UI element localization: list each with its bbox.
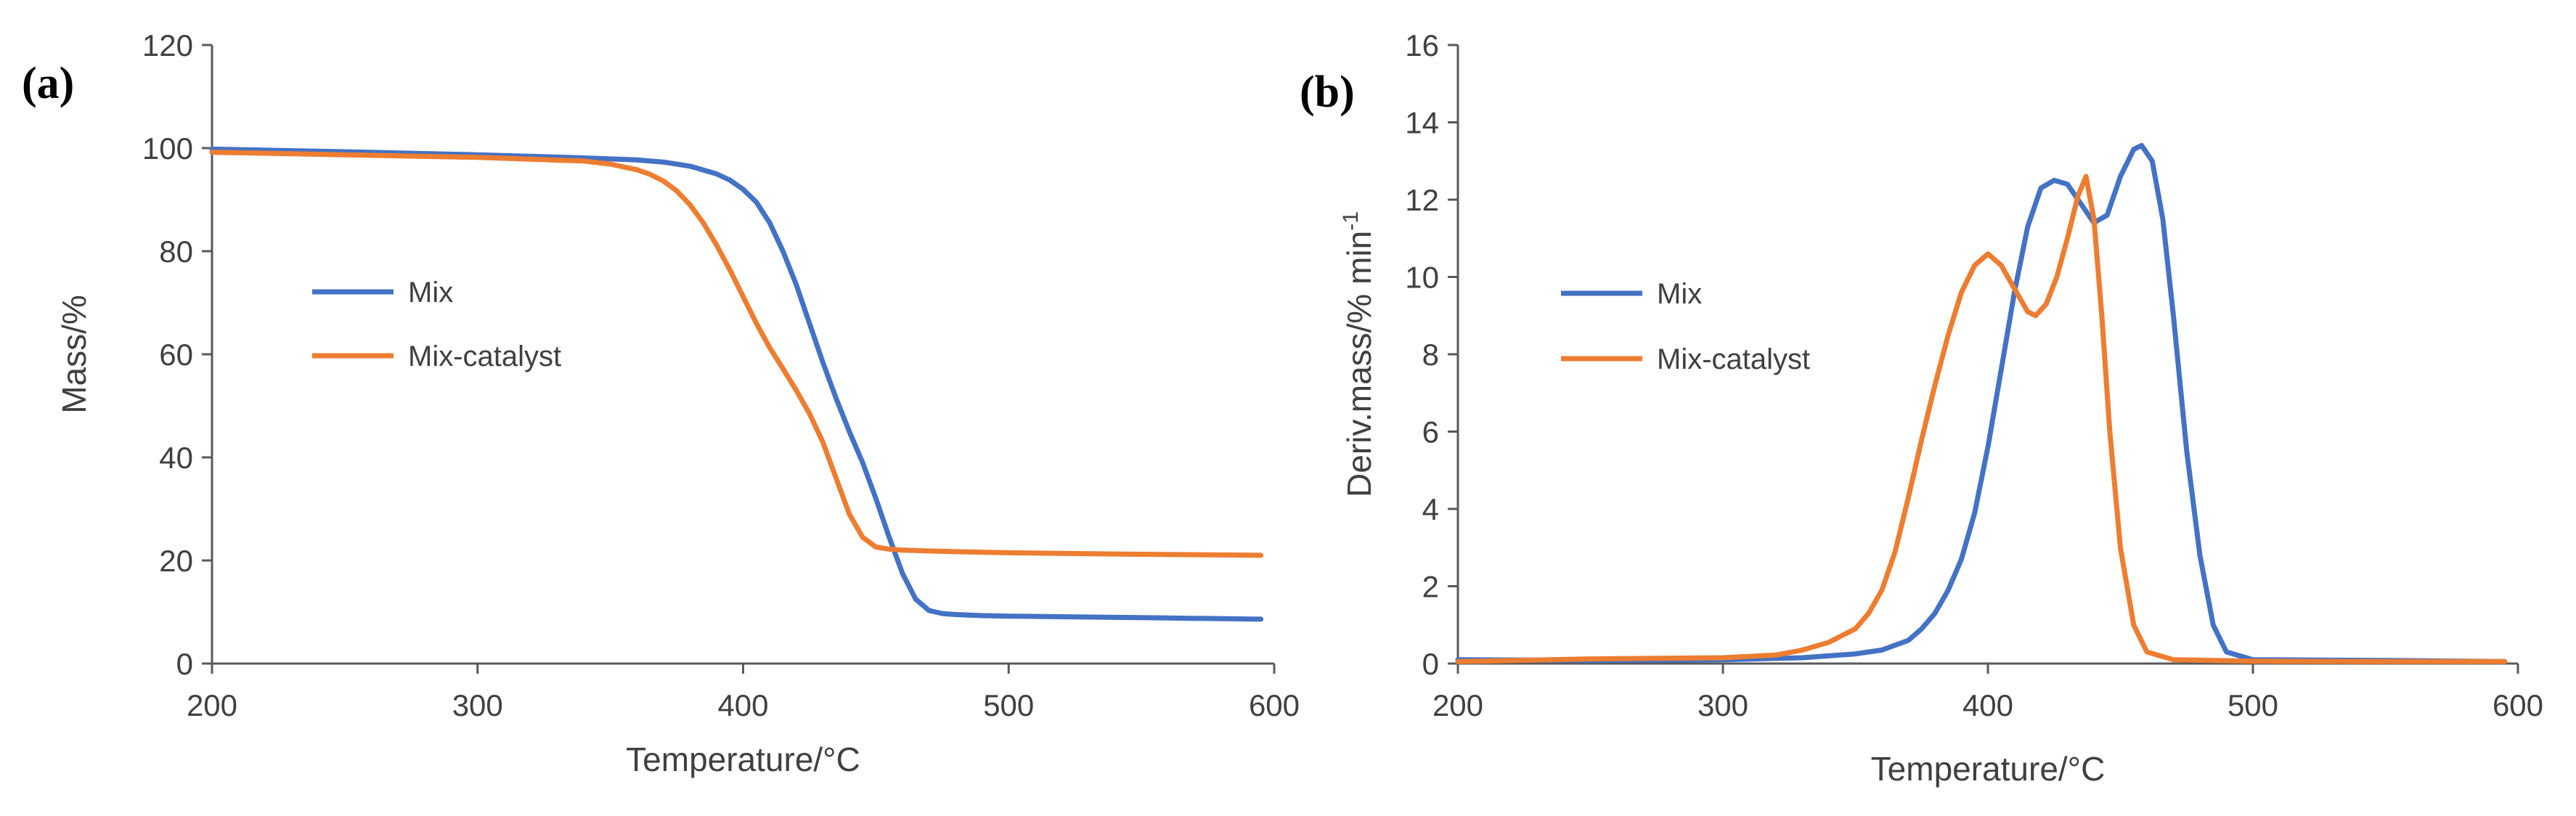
y-tick-label: 20 [159, 544, 193, 578]
y-tick-label: 0 [1422, 647, 1439, 681]
x-tick-label: 200 [187, 688, 237, 722]
y-tick-label: 6 [1422, 415, 1439, 449]
legend-label: Mix-catalyst [408, 340, 561, 372]
x-tick-label: 400 [1962, 688, 2013, 722]
panel-label: (b) [1300, 68, 1355, 117]
y-tick-label: 80 [159, 234, 193, 269]
legend-label: Mix-catalyst [1657, 343, 1810, 375]
y-axis-label-text: Deriv.mass/% min [1340, 231, 1378, 497]
x-axis-label: Temperature/°C [626, 740, 860, 778]
x-tick-label: 400 [717, 688, 768, 722]
panel-label: (a) [22, 59, 74, 108]
y-tick-label: 40 [159, 441, 193, 475]
x-tick-label: 200 [1432, 688, 1483, 722]
y-axis-label: Deriv.mass/% min-1 [1339, 211, 1378, 497]
y-tick-label: 12 [1405, 183, 1439, 217]
legend-label: Mix [408, 277, 453, 309]
series-line-mix [209, 146, 1264, 622]
series-line-mix-catalyst [1455, 174, 2508, 664]
chart-a: 0 20 40 60 80 100 120 200 300 400 500 600 Mix Mix-cat… [22, 28, 1300, 778]
x-axis-label: Temperature/°C [1871, 750, 2106, 788]
x-tick-label: 600 [1249, 688, 1300, 722]
y-tick-label: 16 [1405, 28, 1439, 62]
y-tick-label: 60 [159, 338, 193, 372]
y-tick-label: 0 [176, 647, 193, 681]
y-tick-label: 10 [1405, 261, 1439, 295]
x-tick-label: 600 [2493, 688, 2543, 722]
y-tick-label: 14 [1405, 106, 1439, 140]
y-tick-label: 8 [1422, 338, 1439, 372]
y-tick-label: 120 [142, 28, 193, 62]
y-tick-label: 2 [1422, 570, 1439, 604]
series-line-mix [1455, 142, 2508, 664]
y-tick-label: 100 [142, 131, 193, 166]
x-tick-label: 500 [2227, 688, 2278, 722]
y-axis-label-text: Mass/% [55, 295, 93, 414]
y-axis-label-superscript: -1 [1339, 211, 1363, 231]
y-tick-label: 4 [1422, 492, 1439, 526]
x-tick-label: 300 [1697, 688, 1748, 722]
legend-label: Mix [1657, 278, 1702, 310]
x-tick-label: 300 [452, 688, 503, 722]
x-tick-label: 500 [983, 688, 1034, 722]
chart-b: 0 2 4 6 8 10 12 14 16 200 300 400 500 600 Mix Mix-catal… [1300, 28, 2543, 788]
series-line-mix-catalyst [209, 150, 1264, 558]
y-axis-label: Mass/% [55, 295, 93, 414]
